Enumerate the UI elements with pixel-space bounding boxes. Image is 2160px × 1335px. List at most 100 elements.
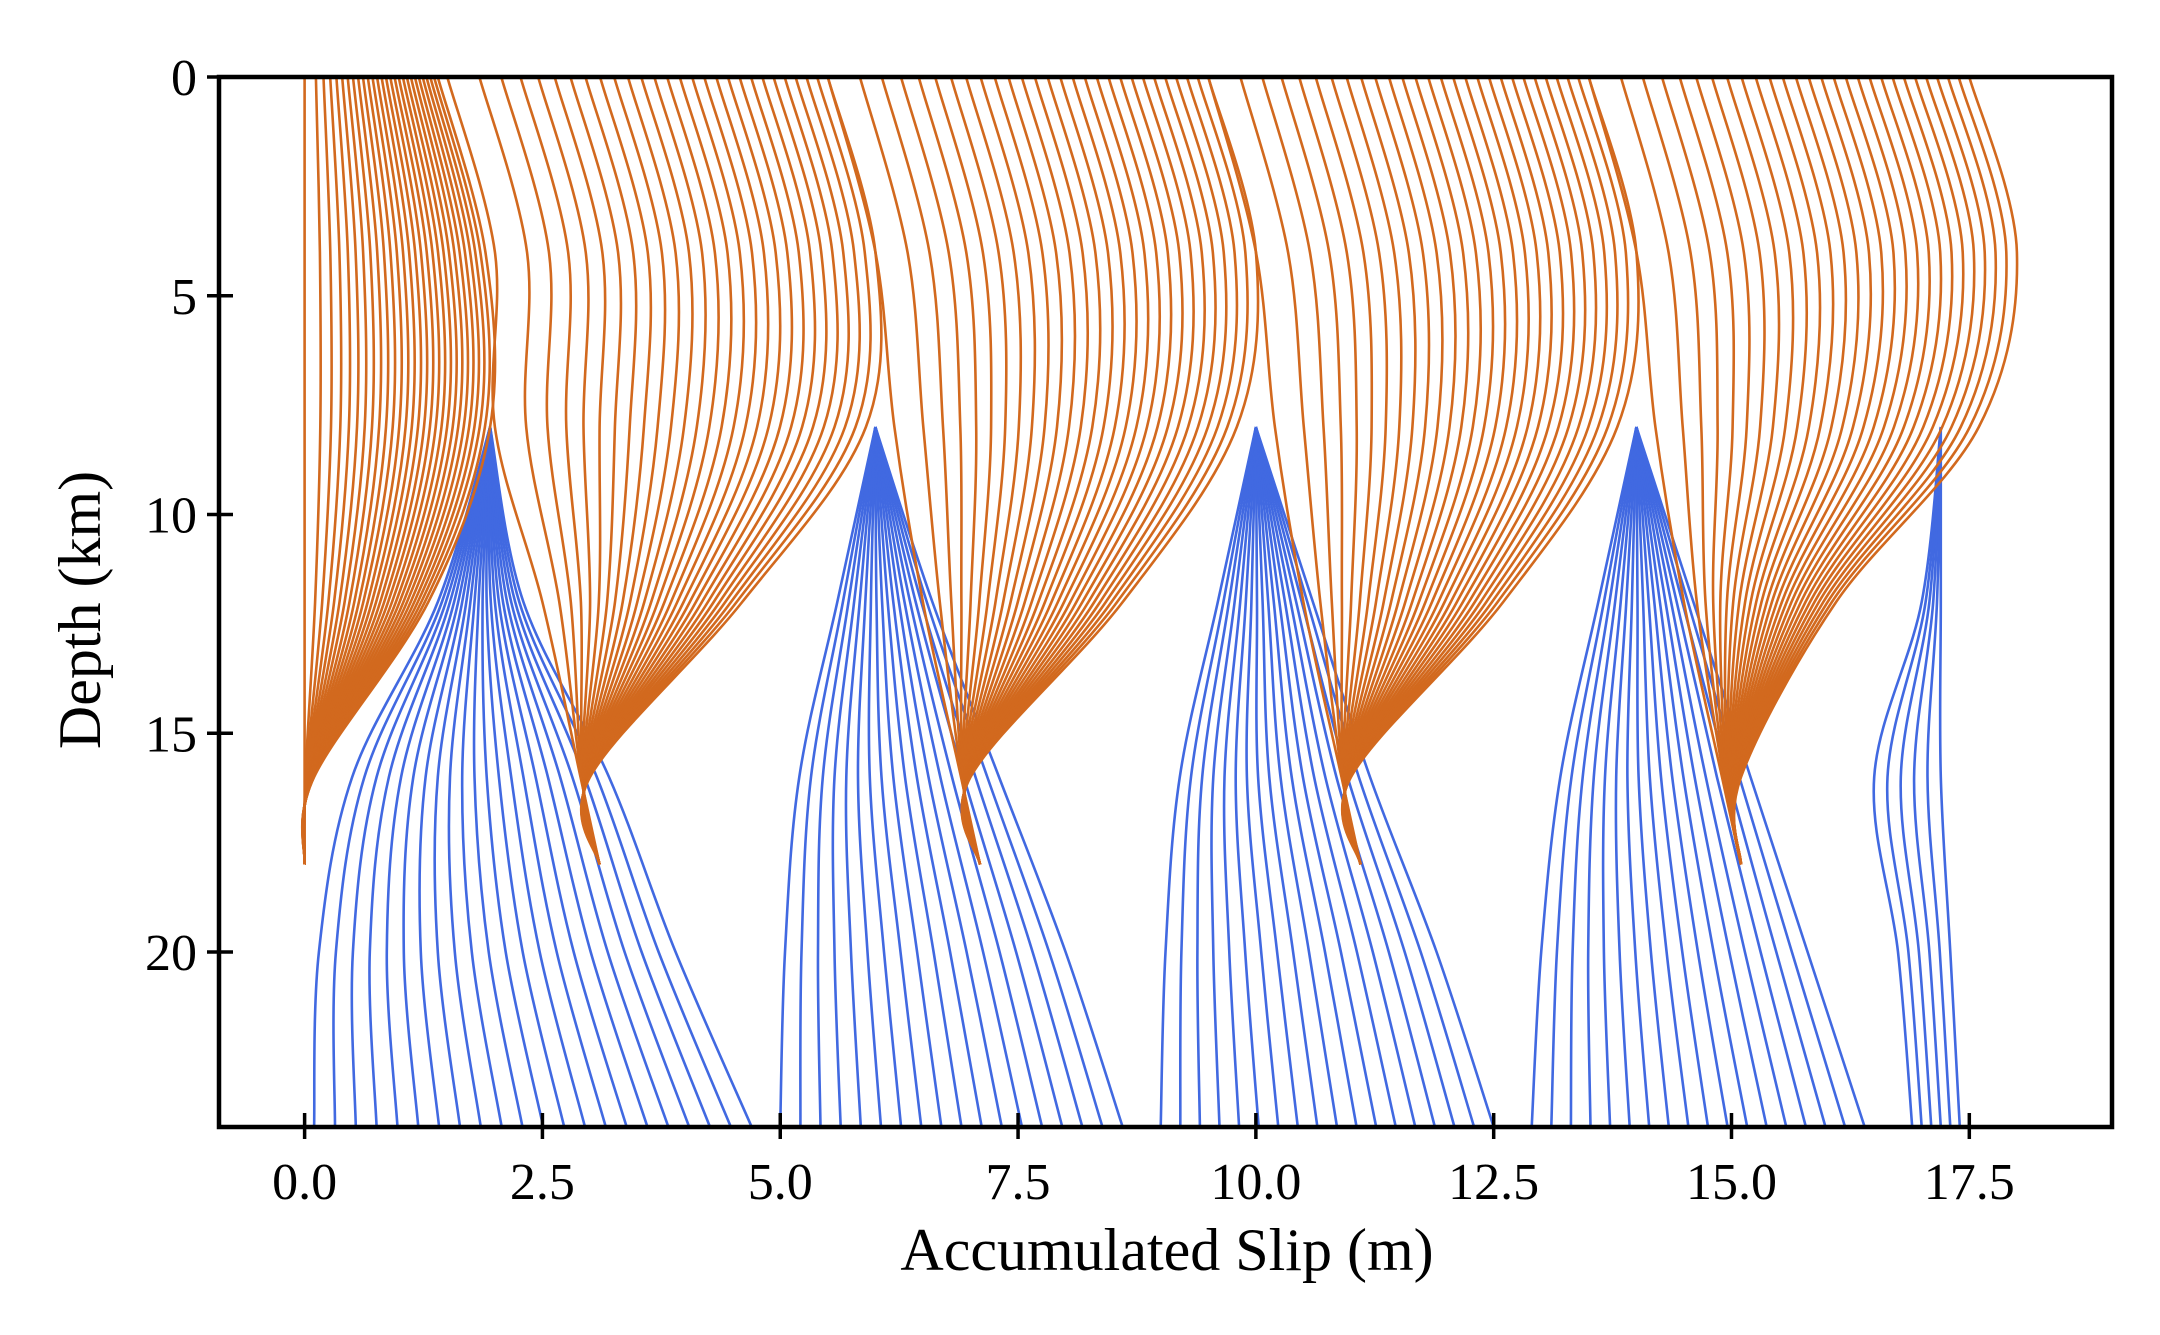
- interseismic-profile-3-11: [1254, 426, 1358, 1127]
- interseismic-profile-4-12: [1635, 426, 1749, 1127]
- plot-area: [300, 77, 2019, 1127]
- interseismic-profile-3-7: [1245, 426, 1280, 1127]
- coseismic-profile-2-21: [581, 77, 805, 865]
- coseismic-profile-2-22: [580, 77, 817, 865]
- interseismic-profile-2-4: [831, 426, 877, 1127]
- coseismic-profile-3-20: [961, 77, 1173, 865]
- interseismic-profile-3-10: [1254, 426, 1339, 1127]
- x-tick-label: 10.0: [1210, 1154, 1301, 1211]
- y-tick-label: 20: [145, 925, 197, 982]
- interseismic-profile-1-22: [488, 426, 753, 1127]
- x-tick-label: 7.5: [986, 1154, 1051, 1211]
- interseismic-profile-1-15: [488, 426, 608, 1127]
- interseismic-profile-3-17: [1254, 426, 1476, 1127]
- interseismic-profile-1-16: [488, 426, 628, 1127]
- coseismic-profile-4-28: [1340, 77, 1640, 865]
- interseismic-profile-5-6: [1938, 427, 1962, 1127]
- interseismic-profile-3-8: [1254, 426, 1300, 1127]
- interseismic-profile-3-1: [1159, 426, 1258, 1127]
- interseismic-profile-2-17: [874, 426, 1104, 1127]
- interseismic-profile-2-13: [874, 426, 1024, 1127]
- interseismic-profile-4-5: [1601, 426, 1638, 1127]
- interseismic-profile-2-12: [874, 426, 1004, 1127]
- interseismic-profile-4-1: [1530, 426, 1638, 1127]
- interseismic-profile-4-3: [1569, 426, 1638, 1127]
- interseismic-profile-4-6: [1614, 426, 1638, 1127]
- coseismic-profile-2-26: [580, 77, 861, 865]
- interseismic-profile-1-14: [487, 426, 587, 1127]
- x-tick-label: 5.0: [748, 1154, 813, 1211]
- x-tick-label: 2.5: [510, 1154, 575, 1211]
- interseismic-profile-4-9: [1635, 426, 1690, 1127]
- interseismic-profile-2-10: [874, 426, 963, 1127]
- interseismic-profile-4-8: [1635, 426, 1671, 1127]
- interseismic-profile-4-11: [1635, 426, 1729, 1127]
- interseismic-profile-5-3: [1899, 426, 1943, 1127]
- coseismic-profile-1-7: [302, 77, 368, 865]
- interseismic-profile-4-10: [1635, 426, 1710, 1127]
- interseismic-profile-2-2: [799, 426, 877, 1127]
- x-tick-label: 0.0: [272, 1154, 337, 1211]
- interseismic-profile-2-1: [778, 426, 877, 1127]
- interseismic-profile-1-13: [485, 426, 566, 1127]
- interseismic-profile-3-3: [1196, 426, 1258, 1127]
- interseismic-profile-5-2: [1885, 426, 1943, 1127]
- interseismic-profile-1-9: [447, 426, 492, 1127]
- interseismic-profile-1-8: [433, 426, 492, 1127]
- interseismic-profile-5-5: [1926, 426, 1952, 1127]
- interseismic-profile-3-13: [1254, 426, 1398, 1127]
- interseismic-profile-2-11: [874, 426, 983, 1127]
- interseismic-profile-2-14: [874, 426, 1044, 1127]
- interseismic-profile-2-3: [816, 426, 877, 1127]
- interseismic-profile-3-2: [1178, 426, 1258, 1127]
- x-axis-label: Accumulated Slip (m): [900, 1217, 1433, 1283]
- x-tick-label: 15.0: [1686, 1154, 1777, 1211]
- y-tick-label: 10: [145, 488, 197, 545]
- interseismic-profile-3-6: [1234, 426, 1260, 1127]
- interseismic-profile-1-2: [332, 426, 492, 1127]
- coseismic-profile-5-1: [1587, 77, 1743, 865]
- interseismic-profile-3-4: [1210, 426, 1258, 1127]
- interseismic-profile-2-7: [867, 426, 903, 1127]
- interseismic-profile-1-6: [402, 426, 492, 1127]
- y-tick-label: 0: [171, 50, 197, 107]
- y-axis-label: Depth (km): [47, 471, 113, 749]
- coseismic-profile-3-28: [960, 77, 1260, 865]
- interseismic-profile-1-21: [488, 426, 733, 1127]
- y-tick-label: 15: [145, 706, 197, 763]
- interseismic-profile-1-3: [350, 426, 492, 1127]
- interseismic-profile-5-1: [1872, 426, 1943, 1127]
- plot-frame: [216, 74, 2115, 1130]
- interseismic-profile-2-5: [844, 426, 877, 1127]
- interseismic-profile-4-14: [1635, 426, 1788, 1127]
- interseismic-profile-1-10: [460, 426, 503, 1127]
- interseismic-profile-1-4: [368, 426, 492, 1127]
- interseismic-profile-1-18: [488, 426, 670, 1127]
- coseismic-profile-5-28: [1732, 77, 2019, 865]
- interseismic-profile-2-6: [856, 426, 883, 1127]
- x-tick-label: 17.5: [1924, 1154, 2015, 1211]
- interseismic-profile-2-9: [874, 426, 943, 1127]
- interseismic-profile-3-5: [1222, 426, 1258, 1127]
- interseismic-profile-4-15: [1635, 426, 1808, 1127]
- interseismic-profile-1-5: [385, 426, 492, 1127]
- interseismic-profile-1-17: [488, 426, 649, 1127]
- interseismic-profile-1-12: [481, 426, 545, 1127]
- interseismic-profile-4-7: [1626, 426, 1651, 1127]
- interseismic-profile-1-7: [418, 426, 492, 1127]
- coseismic-profile-3-22: [961, 77, 1195, 865]
- axes: 0.0 2.5 5.0 7.5 10.0 12.5 15.0 17.5 0 5 10 15 20: [145, 50, 2115, 1211]
- interseismic-profile-4-4: [1586, 426, 1638, 1127]
- coseismic-profile-4-20: [1342, 77, 1554, 865]
- interseismic-profile-5-4: [1912, 426, 1943, 1127]
- interseismic-profile-3-15: [1254, 426, 1437, 1127]
- x-tick-label: 12.5: [1448, 1154, 1539, 1211]
- interseismic-profile-4-13: [1635, 426, 1768, 1127]
- coseismic-profile-1-28: [300, 77, 497, 865]
- interseismic-profile-3-14: [1254, 426, 1417, 1127]
- interseismic-profile-1-19: [488, 426, 691, 1127]
- interseismic-profile-1-11: [472, 426, 524, 1127]
- interseismic-profile-3-9: [1254, 426, 1319, 1127]
- coseismic-profile-4-22: [1341, 77, 1576, 865]
